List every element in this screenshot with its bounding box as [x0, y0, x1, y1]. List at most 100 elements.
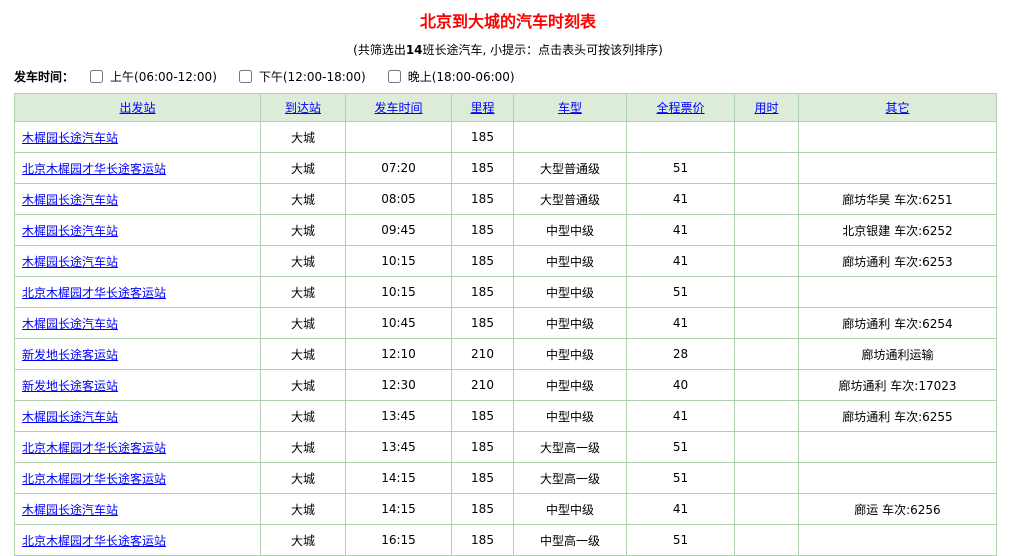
table-row: 木樨园长途汽车站 大城 10:15 185 中型中级 41 廊坊通利 车次:6253 [14, 245, 997, 277]
distance-cell: 185 [451, 524, 514, 556]
departure-station-link[interactable]: 新发地长途客运站 [22, 378, 119, 393]
price-cell: 41 [626, 307, 735, 339]
departure-station-link[interactable]: 北京木樨园才华长途客运站 [22, 285, 167, 300]
header-cell-arrival: 到达站 [260, 93, 346, 122]
price-cell: 51 [626, 462, 735, 494]
filter-afternoon: 下午(12:00-18:00) [238, 68, 366, 85]
arrival-station-cell: 大城 [260, 493, 346, 525]
distance-cell: 185 [451, 152, 514, 184]
bus-type-cell: 中型中级 [513, 214, 627, 246]
duration-cell [734, 493, 799, 525]
arrival-station-cell: 大城 [260, 431, 346, 463]
departure-station-link[interactable]: 北京木樨园才华长途客运站 [22, 471, 167, 486]
timetable-table: 出发站 到达站 发车时间 里程 车型 全程票价 用时 其它 木樨园长途汽车站 大城… [14, 93, 997, 556]
sort-other-link[interactable]: 其它 [885, 101, 910, 115]
arrival-station-cell: 大城 [260, 369, 346, 401]
table-row: 木樨园长途汽车站 大城 13:45 185 中型中级 41 廊坊通利 车次:6255 [14, 400, 997, 432]
price-cell: 51 [626, 152, 735, 184]
other-info-cell: 廊坊通利 车次:6254 [798, 307, 997, 339]
sort-arrival-link[interactable]: 到达站 [284, 101, 321, 115]
other-info-cell: 廊坊通利 车次:6255 [798, 400, 997, 432]
departure-time-cell [345, 121, 452, 153]
filter-evening-label: 晚上(18:00-06:00) [407, 70, 515, 84]
departure-station-cell: 木樨园长途汽车站 [14, 214, 261, 246]
filter-label: 发车时间： [14, 70, 75, 84]
filter-morning-label: 上午(06:00-12:00) [110, 70, 217, 84]
duration-cell [734, 152, 799, 184]
table-row: 北京木樨园才华长途客运站 大城 07:20 185 大型普通级 51 [14, 152, 997, 184]
arrival-station-cell: 大城 [260, 307, 346, 339]
price-cell: 41 [626, 400, 735, 432]
departure-time-cell: 10:45 [345, 307, 452, 339]
sort-time-link[interactable]: 发车时间 [374, 101, 423, 115]
price-cell: 28 [626, 338, 735, 370]
departure-time-cell: 13:45 [345, 400, 452, 432]
departure-time-cell: 09:45 [345, 214, 452, 246]
departure-station-link[interactable]: 北京木樨园才华长途客运站 [22, 440, 167, 455]
bus-type-cell: 大型高一级 [513, 462, 627, 494]
table-row: 北京木樨园才华长途客运站 大城 10:15 185 中型中级 51 [14, 276, 997, 308]
sort-bus-type-link[interactable]: 车型 [557, 101, 582, 115]
departure-station-link[interactable]: 新发地长途客运站 [22, 347, 119, 362]
distance-cell: 185 [451, 245, 514, 277]
departure-time-cell: 16:15 [345, 524, 452, 556]
arrival-station-cell: 大城 [260, 245, 346, 277]
arrival-station-cell: 大城 [260, 400, 346, 432]
departure-station-link[interactable]: 北京木樨园才华长途客运站 [22, 533, 167, 548]
departure-station-link[interactable]: 木樨园长途汽车站 [22, 316, 119, 331]
filter-morning-checkbox[interactable] [90, 70, 104, 83]
other-info-cell [798, 152, 997, 184]
departure-station-cell: 新发地长途客运站 [14, 369, 261, 401]
departure-station-cell: 新发地长途客运站 [14, 338, 261, 370]
duration-cell [734, 121, 799, 153]
other-info-cell [798, 462, 997, 494]
departure-time-cell: 12:30 [345, 369, 452, 401]
price-cell: 51 [626, 276, 735, 308]
departure-time-cell: 07:20 [345, 152, 452, 184]
departure-station-link[interactable]: 木樨园长途汽车站 [22, 223, 119, 238]
departure-station-link[interactable]: 木樨园长途汽车站 [22, 254, 119, 269]
departure-time-cell: 10:15 [345, 276, 452, 308]
sort-price-link[interactable]: 全程票价 [656, 101, 705, 115]
bus-type-cell: 大型高一级 [513, 431, 627, 463]
bus-type-cell: 中型中级 [513, 307, 627, 339]
price-cell: 41 [626, 493, 735, 525]
filter-evening: 晚上(18:00-06:00) [387, 68, 515, 85]
sort-distance-link[interactable]: 里程 [470, 101, 495, 115]
header-cell-bus-type: 车型 [513, 93, 627, 122]
duration-cell [734, 338, 799, 370]
departure-station-link[interactable]: 木樨园长途汽车站 [22, 192, 119, 207]
distance-cell: 185 [451, 400, 514, 432]
departure-station-link[interactable]: 木樨园长途汽车站 [22, 409, 119, 424]
header-cell-time: 发车时间 [345, 93, 452, 122]
price-cell [626, 121, 735, 153]
departure-station-link[interactable]: 木樨园长途汽车站 [22, 502, 119, 517]
price-cell: 51 [626, 524, 735, 556]
departure-station-cell: 木樨园长途汽车站 [14, 493, 261, 525]
bus-type-cell: 大型普通级 [513, 152, 627, 184]
departure-station-link[interactable]: 木樨园长途汽车站 [22, 130, 119, 145]
duration-cell [734, 183, 799, 215]
departure-station-cell: 北京木樨园才华长途客运站 [14, 462, 261, 494]
result-summary-suffix: 班长途汽车, 小提示：点击表头可按该列排序) [422, 43, 663, 57]
departure-station-cell: 北京木樨园才华长途客运站 [14, 276, 261, 308]
table-row: 木樨园长途汽车站 大城 185 [14, 121, 997, 153]
result-summary-prefix: (共筛选出 [353, 43, 406, 57]
sort-departure-link[interactable]: 出发站 [119, 101, 156, 115]
departure-time-cell: 10:15 [345, 245, 452, 277]
price-cell: 41 [626, 245, 735, 277]
table-row: 新发地长途客运站 大城 12:10 210 中型中级 28 廊坊通利运输 [14, 338, 997, 370]
departure-station-link[interactable]: 北京木樨园才华长途客运站 [22, 161, 167, 176]
departure-time-cell: 12:10 [345, 338, 452, 370]
filter-evening-checkbox[interactable] [387, 70, 401, 83]
header-cell-distance: 里程 [451, 93, 514, 122]
table-row: 木樨园长途汽车站 大城 14:15 185 中型中级 41 廊运 车次:6256 [14, 493, 997, 525]
arrival-station-cell: 大城 [260, 152, 346, 184]
filter-afternoon-checkbox[interactable] [238, 70, 252, 83]
duration-cell [734, 400, 799, 432]
sort-duration-link[interactable]: 用时 [754, 101, 779, 115]
bus-type-cell: 中型中级 [513, 276, 627, 308]
header-cell-departure: 出发站 [14, 93, 261, 122]
bus-type-cell: 中型中级 [513, 338, 627, 370]
duration-cell [734, 245, 799, 277]
